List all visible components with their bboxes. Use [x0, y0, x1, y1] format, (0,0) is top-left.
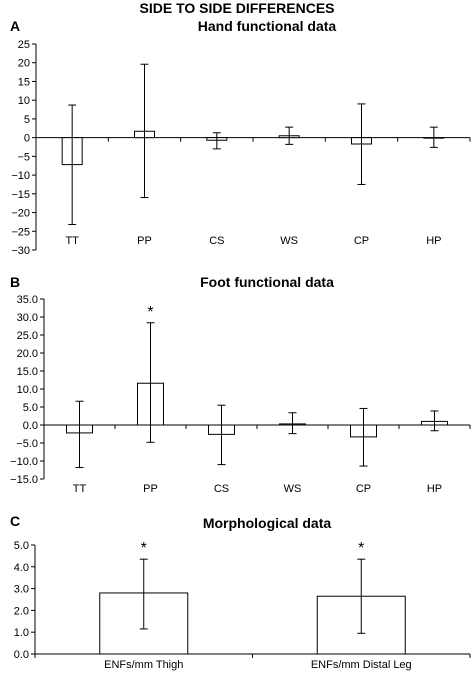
panel-a-category-label: WS	[280, 235, 298, 247]
panel-a-title: Hand functional data	[197, 18, 337, 34]
panel-a-y-tick-label: 25	[18, 39, 30, 51]
panel-a-y-tick-label: 0	[24, 133, 30, 145]
panel-b-category-label: WS	[284, 483, 302, 495]
panel-letter-c: C	[10, 513, 21, 529]
panel-b-y-tick-label: 35.0	[17, 294, 38, 306]
panel-c-category-label: ENFs/mm Thigh	[104, 659, 183, 671]
panel-c-y-tick-label: 4.0	[14, 562, 29, 574]
panel-c-y-tick-label: 2.0	[14, 605, 29, 617]
panel-b-title: Foot functional data	[200, 274, 334, 290]
panel-b-y-tick-label: 25.0	[17, 330, 38, 342]
panel-letter-a: A	[10, 18, 21, 34]
panel-b-y-tick-label: 20.0	[17, 348, 38, 360]
panel-a-y-tick-label: −10	[11, 170, 30, 182]
panel-a-y-tick-label: 10	[18, 95, 30, 107]
panel-a-category-label: PP	[137, 235, 152, 247]
panel-a-y-tick-label: −30	[11, 245, 30, 257]
panel-a-category-label: CS	[209, 235, 224, 247]
panel-b-category-label: TT	[73, 483, 87, 495]
panel-a-y-tick-label: −25	[11, 226, 30, 238]
panel-c-title: Morphological data	[202, 515, 332, 531]
panel-c-category-label: ENFs/mm Distal Leg	[311, 659, 412, 671]
panel-a-y-tick-label: 20	[18, 58, 30, 70]
panel-a-y-tick-label: −15	[11, 189, 30, 201]
panel-b-category-label: PP	[143, 483, 158, 495]
panel-b-y-tick-label: −15.0	[10, 474, 38, 486]
panel-b-y-tick-label: 15.0	[17, 366, 38, 378]
panel-b-y-tick-label: 10.0	[17, 384, 38, 396]
panel-b-y-tick-label: 0.0	[23, 420, 38, 432]
panel-a-category-label: CP	[354, 235, 369, 247]
panel-c-significance-marker: *	[141, 540, 147, 557]
panel-b-y-tick-label: −5.0	[16, 438, 38, 450]
figure-title: SIDE TO SIDE DIFFERENCES	[139, 0, 335, 16]
panel-b-category-label: CP	[356, 483, 371, 495]
panel-b-category-label: CS	[214, 483, 229, 495]
panel-c-y-tick-label: 5.0	[14, 540, 29, 552]
panel-b-y-tick-label: −10.0	[10, 456, 38, 468]
panel-letter-b: B	[10, 274, 21, 290]
panel-c-y-tick-label: 0.0	[14, 649, 29, 661]
panel-a-y-tick-label: 15	[18, 76, 30, 88]
panel-a-y-tick-label: −5	[17, 151, 30, 163]
panel-c-y-tick-label: 1.0	[14, 627, 29, 639]
panel-b-y-tick-label: 5.0	[23, 402, 38, 414]
panel-c-y-tick-label: 3.0	[14, 584, 29, 596]
panel-a-y-tick-label: 5	[24, 114, 30, 126]
panel-c-significance-marker: *	[358, 540, 364, 557]
panel-a-category-label: TT	[65, 235, 79, 247]
panel-b-y-tick-label: 30.0	[17, 312, 38, 324]
panel-a-y-tick-label: −20	[11, 208, 30, 220]
panel-b-category-label: HP	[427, 483, 442, 495]
panel-b-significance-marker: *	[147, 304, 153, 321]
panel-a-category-label: HP	[426, 235, 441, 247]
